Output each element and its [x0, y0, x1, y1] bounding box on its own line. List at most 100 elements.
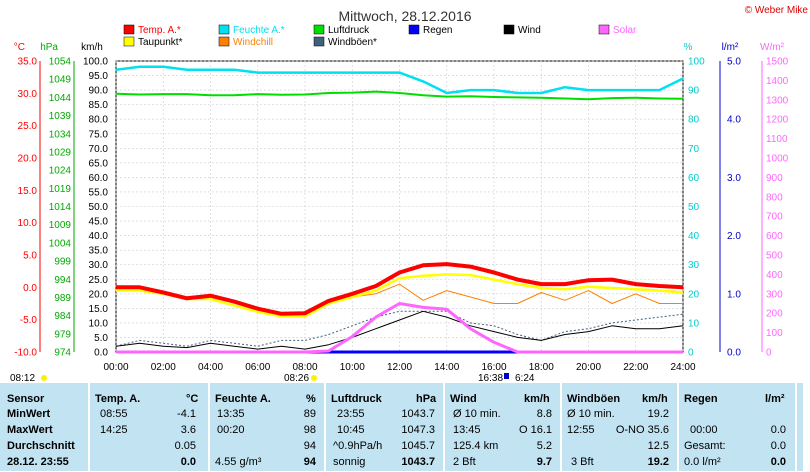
pressure-tick-label: 979	[54, 329, 71, 340]
pressure-tick-label: 994	[54, 275, 71, 286]
x-tick-label: 10:00	[340, 362, 365, 373]
temp-tick-label: 20.0	[18, 154, 38, 165]
pressure-time: 23:55	[337, 408, 365, 420]
pressure-tick-label: 1039	[49, 111, 72, 122]
legend-label: Feuchte A.*	[233, 25, 285, 36]
solar-tick-label: 700	[766, 212, 783, 223]
temp-axis-unit: °C	[14, 42, 25, 53]
temp-tick-label: -5.0	[20, 315, 38, 326]
wind-tick-label: 75.0	[89, 129, 109, 140]
gust-value: 19.2	[647, 456, 669, 468]
pressure-tick-label: 984	[54, 311, 71, 322]
rain-axis-unit: l/m²	[722, 42, 739, 53]
solar-tick-label: 600	[766, 231, 783, 242]
humidity-time: 4.55 g/m³	[215, 456, 262, 468]
x-tick-label: 24:00	[670, 362, 695, 373]
pressure-tick-label: 1044	[49, 93, 72, 104]
header-humidity: Feuchte A.	[215, 393, 271, 405]
humidity-tick-label: 40	[688, 231, 700, 242]
wind-tick-label: 0.0	[94, 348, 108, 359]
weather-chart: Mittwoch, 28.12.2016 © Weber Mike Temp. …	[10, 5, 809, 384]
pressure-tick-label: 1019	[49, 184, 72, 195]
pressure-time: 10:45	[337, 424, 365, 436]
x-tick-label: 00:00	[103, 362, 128, 373]
rain-tick-label: 2.0	[727, 231, 741, 242]
pressure-time: sonnig	[333, 456, 366, 468]
temp-tick-label: 15.0	[18, 186, 38, 197]
pressure-tick-label: 1014	[49, 202, 72, 213]
wind-tick-label: 70.0	[89, 144, 109, 155]
solar-tick-label: 1000	[766, 154, 789, 165]
gust-note: Ø 10 min.	[567, 408, 615, 420]
gust-note: 12:55	[567, 424, 595, 436]
pressure-value: 1043.7	[401, 408, 435, 420]
wind-axis-unit: km/h	[81, 42, 103, 53]
credit-text: © Weber Mike	[745, 5, 809, 16]
sunrise-label: 08:26	[284, 373, 309, 383]
wind-tick-label: 55.0	[89, 187, 109, 198]
wind-tick-label: 80.0	[89, 115, 109, 126]
legend-swatch	[218, 36, 230, 47]
gust-note: 3 Bft	[571, 456, 594, 468]
header-temp-unit: °C	[186, 393, 199, 405]
rain-tick-label: 3.0	[727, 173, 741, 184]
header-rain: Regen	[684, 393, 718, 405]
legend: Temp. A.* Feuchte A.* Luftdruck Regen Wind So…	[123, 24, 637, 48]
humidity-value: 94	[303, 440, 316, 452]
solar-tick-label: 1300	[766, 95, 789, 106]
legend-label: Temp. A.*	[138, 25, 181, 36]
rain-note: 0.0 l/m²	[684, 456, 721, 468]
x-tick-label: 14:00	[434, 362, 459, 373]
row-label: 28.12. 23:55	[7, 456, 69, 468]
rain-value: 0.0	[770, 456, 786, 468]
pressure-value: 1045.7	[401, 440, 435, 452]
row-label: MaxWert	[7, 424, 53, 436]
legend-swatch	[503, 24, 515, 35]
humidity-value: 94	[303, 456, 316, 468]
pressure-tick-label: 1034	[49, 129, 72, 140]
x-tick-label: 08:00	[292, 362, 317, 373]
row-label: MinWert	[7, 408, 51, 420]
wind-tick-label: 95.0	[89, 71, 109, 82]
temp-tick-label: 10.0	[18, 218, 38, 229]
legend-label: Windchill	[233, 37, 273, 48]
solar-tick-label: 1500	[766, 57, 789, 68]
wind-tick-label: 85.0	[89, 100, 109, 111]
solar-tick-label: 1200	[766, 115, 789, 126]
wind-tick-label: 90.0	[89, 86, 109, 97]
solar-tick-label: 200	[766, 309, 783, 320]
humidity-tick-label: 0	[688, 348, 694, 359]
temp-tick-label: 30.0	[18, 89, 38, 100]
temp-value: 0.05	[174, 440, 196, 452]
pressure-value: 1047.3	[401, 424, 435, 436]
humidity-value: 89	[303, 408, 316, 420]
temp-time: 08:55	[100, 408, 128, 420]
wind-tick-label: 30.0	[89, 260, 109, 271]
x-tick-label: 06:00	[245, 362, 270, 373]
sun-label-right: 6:24	[515, 373, 535, 383]
sun-icon-left	[41, 375, 47, 381]
x-tick-label: 18:00	[529, 362, 554, 373]
axes: 00:00 02:00 04:00 06:00 08:00 10:00 12:00 14:00…	[14, 57, 788, 374]
legend-label: Wind	[518, 25, 541, 36]
wind-value: 5.2	[536, 440, 552, 452]
legend-swatch	[598, 24, 610, 35]
temp-time: 14:25	[100, 424, 128, 436]
series-line-feuchtea	[115, 65, 684, 95]
legend-label: Taupunkt*	[138, 37, 183, 48]
temp-value: -4.1	[177, 408, 196, 420]
series-line-windben	[115, 310, 684, 347]
legend-swatch	[218, 24, 230, 35]
pressure-tick-label: 1024	[49, 166, 72, 177]
humidity-tick-label: 60	[688, 173, 700, 184]
series-line-solar	[116, 302, 683, 354]
wind-note: Ø 10 min.	[453, 408, 501, 420]
table-row: Durchschnitt 0.05 94 ^0.9hPa/h 1045.7 12…	[0, 440, 803, 456]
humidity-time: 00:20	[217, 424, 245, 436]
table-row: MaxWert 14:25 3.6 00:20 98 10:45 1047.3 …	[0, 424, 803, 440]
legend-swatch	[313, 24, 325, 35]
humidity-tick-label: 90	[688, 86, 700, 97]
wind-note: 125.4 km	[453, 440, 499, 452]
rain-note: Gesamt:	[684, 440, 726, 452]
rain-tick-label: 0.0	[727, 348, 741, 359]
